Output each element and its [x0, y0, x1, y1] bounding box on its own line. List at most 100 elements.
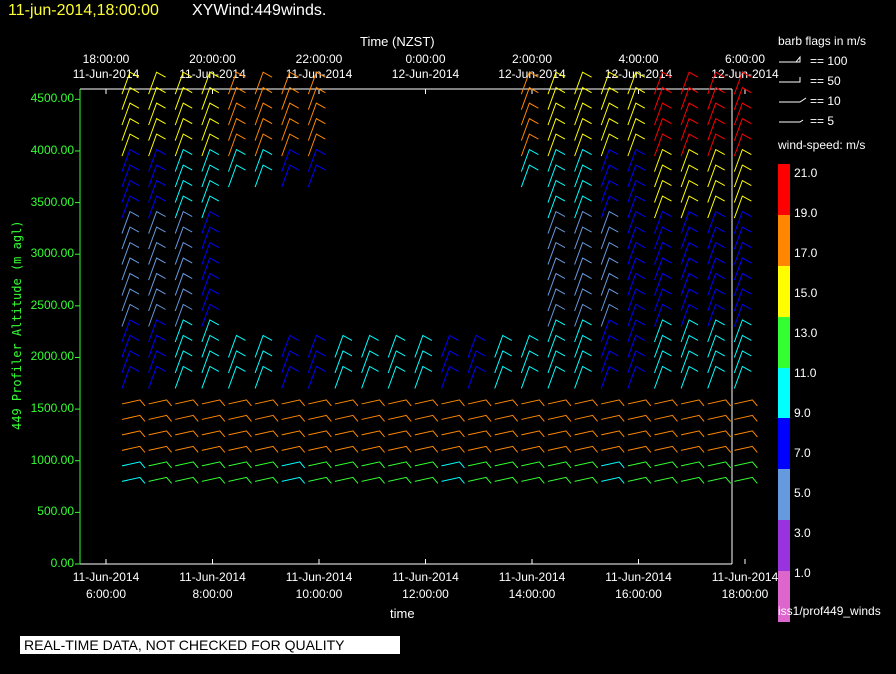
wind-barb	[281, 334, 299, 358]
wind-barb	[174, 257, 193, 281]
scale-label: 7.0	[794, 446, 811, 460]
y-tick-label: 2500.00	[30, 297, 74, 312]
wind-barb	[441, 365, 459, 389]
wind-barb	[654, 350, 672, 374]
wind-barb	[281, 365, 299, 389]
wind-barb	[680, 399, 705, 407]
wind-barb	[547, 461, 572, 469]
wind-barb	[201, 414, 226, 422]
bottom-tick-date: 11-Jun-2014	[285, 570, 353, 584]
wind-barb	[600, 350, 619, 374]
y-tick-label: 3500.00	[30, 194, 74, 209]
wind-barb	[680, 476, 705, 484]
wind-barb	[707, 272, 725, 296]
wind-barb	[334, 334, 353, 358]
wind-barb	[494, 365, 512, 389]
wind-barb	[707, 86, 725, 110]
wind-barb	[600, 257, 619, 281]
wind-barb	[733, 288, 752, 312]
wind-barb	[334, 365, 353, 389]
wind-barb	[521, 461, 545, 469]
wind-barb	[387, 350, 406, 374]
wind-barb	[281, 461, 306, 469]
wind-barb	[201, 399, 226, 407]
flag-row-100: == 100	[778, 54, 894, 70]
wind-barb	[574, 164, 592, 188]
wind-barb	[547, 148, 566, 172]
wind-barb	[254, 71, 273, 95]
wind-barb	[547, 133, 566, 157]
wind-barb	[441, 414, 465, 422]
scale-swatch	[778, 367, 790, 419]
wind-barb	[521, 430, 545, 438]
wind-barb	[600, 164, 619, 188]
wind-barb	[654, 133, 672, 157]
wind-barb	[201, 148, 220, 172]
wind-barb	[228, 430, 252, 438]
wind-barb	[680, 288, 699, 312]
wind-barb	[281, 86, 299, 110]
wind-barb	[574, 303, 592, 327]
wind-barb	[520, 164, 539, 188]
wind-barb	[654, 461, 678, 469]
wind-barb	[174, 350, 193, 374]
wind-barb	[361, 461, 385, 469]
flag-glyph	[779, 77, 801, 83]
wind-barb	[521, 414, 545, 422]
wind-barb	[600, 365, 619, 389]
wind-barb	[254, 334, 273, 358]
wind-barb	[574, 241, 592, 265]
wind-barb	[733, 272, 752, 296]
y-tick-label: 3000.00	[30, 246, 74, 261]
wind-barb	[174, 71, 193, 95]
wind-barb	[121, 210, 140, 234]
scale-swatch	[778, 316, 790, 369]
wind-barb	[388, 461, 412, 469]
wind-barb	[441, 445, 465, 453]
wind-barb	[254, 102, 273, 126]
wind-barb	[733, 241, 752, 265]
wind-barb	[148, 195, 166, 219]
wind-barb	[148, 148, 166, 172]
wind-barb	[733, 102, 752, 126]
wind-barb	[121, 226, 140, 250]
wind-barb	[494, 414, 519, 422]
top-tick-label: 2:00:00	[511, 52, 553, 66]
wind-barb	[121, 430, 146, 438]
wind-barb	[654, 226, 672, 250]
flag-glyph	[779, 119, 804, 123]
bottom-tick-date: 11-Jun-2014	[605, 570, 672, 584]
wind-barb	[174, 241, 193, 265]
wind-barb	[547, 86, 566, 110]
wind-barb	[654, 476, 678, 484]
wind-barb	[307, 164, 326, 188]
wind-barb	[733, 226, 752, 250]
wind-barb	[707, 117, 725, 141]
wind-barb	[281, 102, 299, 126]
wind-barb	[574, 365, 592, 389]
wind-barb	[600, 102, 619, 126]
wind-barb	[148, 319, 166, 343]
wind-barb	[680, 241, 699, 265]
wind-barb	[520, 334, 539, 358]
title-date: 11-jun-2014,18:00:00	[8, 2, 159, 19]
wind-barb	[414, 365, 433, 389]
wind-barb	[414, 476, 439, 484]
wind-barb	[680, 164, 699, 188]
flag-row-50: == 50	[778, 74, 894, 90]
bottom-tick-date: 11-Jun-2014	[179, 570, 246, 584]
wind-barb	[201, 334, 220, 358]
wind-barb	[467, 414, 492, 422]
wind-barb	[733, 148, 752, 172]
wind-barb	[281, 350, 299, 374]
scale-label: 1.0	[794, 566, 811, 580]
y-tick-label: 4000.00	[30, 142, 74, 157]
scale-label: 9.0	[794, 406, 811, 420]
wind-barb	[228, 445, 252, 453]
bottom-tick-date: 11-Jun-2014	[392, 570, 459, 584]
wind-barb	[121, 399, 146, 407]
wind-barb	[441, 476, 465, 484]
scale-swatch	[778, 418, 790, 470]
wind-barb	[601, 430, 625, 438]
wind-barb	[174, 365, 193, 389]
